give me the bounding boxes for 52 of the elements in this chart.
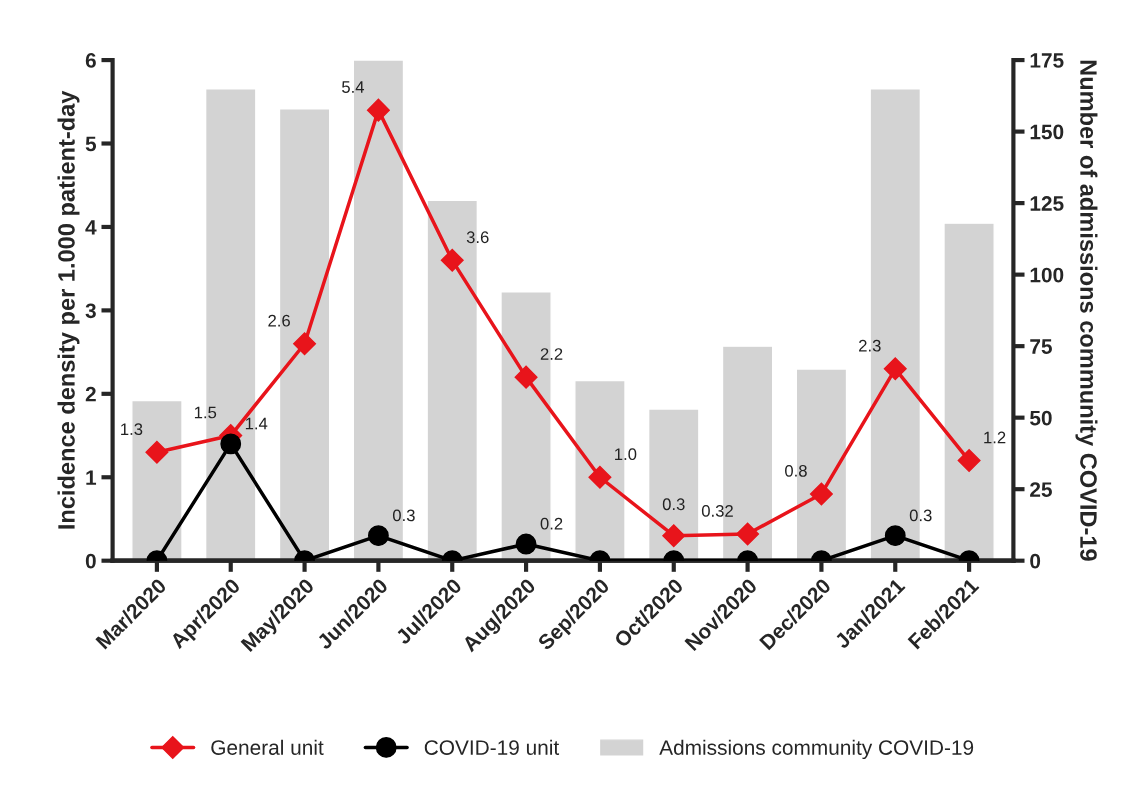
point [883,357,907,381]
y2-axis-title: Number of admissions community COVID-19 [1075,60,1098,561]
y2-tick-label: 25 [1030,482,1052,497]
legend-label: COVID-19 unit [424,739,560,755]
legend-label: General unit [211,739,324,755]
y2-tick-label: 100 [1030,267,1064,283]
y-tick-label: 1 [86,470,97,485]
point [736,522,760,546]
data-label: 2.6 [268,314,290,327]
data-label: 1.3 [121,423,143,436]
point [809,482,833,506]
y-tick-label: 4 [85,220,97,235]
point [515,533,537,555]
y2-tick-label: 175 [1030,53,1064,68]
data-label: 2.3 [859,339,881,352]
point [145,440,169,464]
data-label: 0.32 [701,505,733,517]
point [957,449,981,473]
y2-tick-label: 75 [1030,339,1052,354]
data-label: 0.8 [785,464,807,477]
point [662,524,686,548]
data-label: 2.2 [540,348,563,360]
point [220,433,242,455]
y-tick-label: 2 [85,386,96,402]
point [884,525,906,547]
data-label: 1.0 [615,448,637,461]
point [514,365,538,389]
y2-tick-label: 0 [1030,553,1041,569]
y2-tick-label: 150 [1030,124,1064,140]
y-tick-label: 5 [85,136,97,152]
data-label: 1.2 [984,431,1006,444]
legend-label: Admissions community COVID-19 [659,739,974,760]
data-label: 1.4 [245,417,268,430]
data-label: 0.3 [662,498,685,511]
y2-tick-label: 125 [1030,196,1064,211]
data-label: 5.4 [342,81,365,93]
data-label: 1.5 [194,406,217,419]
point [588,465,612,489]
point [293,332,317,356]
bar [647,408,700,561]
data-label: 0.3 [392,509,415,522]
point [367,525,389,547]
y-tick-label: 3 [85,303,96,319]
data-label: 3.6 [466,231,489,244]
point [366,98,390,122]
y-axis-title: Incidence density per 1.000 patient-day [57,90,80,529]
y2-tick-label: 50 [1030,410,1052,426]
data-label: 0.2 [540,517,563,530]
point [440,248,464,272]
data-label: 0.3 [909,509,932,522]
y-tick-label: 0 [85,553,96,569]
y-tick-label: 6 [85,53,96,68]
